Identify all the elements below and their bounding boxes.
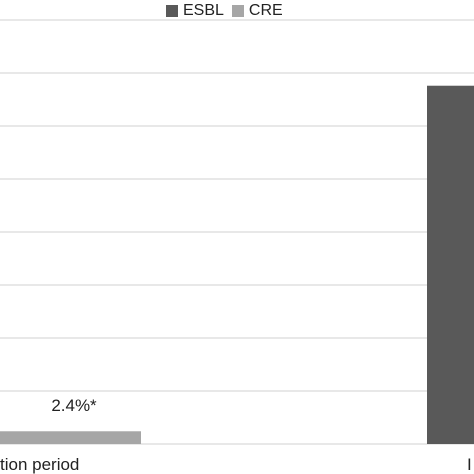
legend-item-esbl: ESBL: [166, 2, 224, 20]
chart-legend: ESBL CRE: [166, 2, 291, 20]
legend-label-cre: CRE: [248, 2, 283, 19]
legend-label-esbl: ESBL: [183, 2, 224, 19]
grid-lines: [0, 19, 474, 445]
legend-swatch-esbl: [166, 5, 178, 17]
bars: [0, 85, 474, 444]
data-label-cre: 2.4%*: [51, 396, 97, 415]
bar-cre-0: [0, 431, 141, 444]
category-label-left: tion period: [0, 455, 79, 474]
legend-swatch-cre: [231, 5, 244, 17]
bar-esbl-1: [427, 85, 474, 444]
category-label-right: I: [467, 455, 472, 474]
legend-item-cre: CRE: [231, 2, 283, 20]
